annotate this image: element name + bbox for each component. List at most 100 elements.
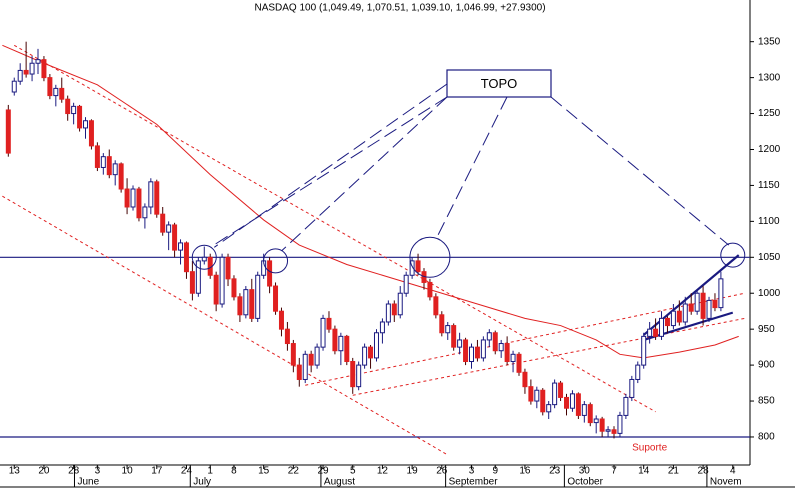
candle-body (362, 346, 368, 366)
topo-connector (213, 83, 448, 248)
x-tick-label: 10 (122, 466, 134, 477)
candle-body (403, 274, 409, 294)
candle-body (564, 396, 570, 409)
x-tick-label: 16 (519, 466, 531, 477)
topo-connector (550, 96, 730, 246)
x-tick-label: 3 (469, 466, 475, 477)
candle-body (172, 224, 178, 251)
x-tick-label: 8 (231, 466, 237, 477)
candle-body (379, 321, 385, 334)
candle-body (314, 346, 320, 366)
x-tick-label: 22 (288, 466, 300, 477)
candle-body (474, 346, 480, 359)
x-tick-label: 26 (436, 466, 448, 477)
y-tick-label: 1050 (758, 252, 781, 263)
trendline (352, 317, 745, 396)
candle-body (629, 378, 635, 398)
candle-body (653, 328, 659, 337)
candle-body (201, 256, 207, 262)
trendline (643, 311, 734, 341)
candle-body (368, 346, 374, 359)
candle-body (88, 120, 94, 147)
candle-body (41, 59, 47, 79)
moving-average (2, 44, 739, 359)
candle-body (635, 364, 641, 380)
y-tick-label: 1350 (758, 36, 781, 47)
month-label: August (324, 477, 355, 488)
x-tick-label: 30 (579, 466, 591, 477)
top-marker (263, 248, 289, 274)
candle-body (700, 292, 706, 319)
candle-body (273, 285, 279, 312)
candle-body (682, 303, 688, 323)
x-tick-label: 21 (668, 466, 680, 477)
top-marker (720, 242, 746, 268)
candle-body (154, 181, 160, 215)
candle-body (106, 156, 112, 176)
x-tick-label: 12 (377, 466, 389, 477)
x-tick-label: 23 (549, 466, 561, 477)
candle-body (124, 188, 130, 208)
x-tick-label: 17 (151, 466, 163, 477)
candle-body (160, 213, 166, 233)
candle-body (480, 339, 486, 359)
candle-body (522, 371, 528, 388)
candle-body (344, 335, 350, 363)
y-tick-label: 1150 (758, 180, 780, 191)
candle-body (552, 382, 558, 406)
y-tick-label: 800 (758, 432, 775, 443)
candle-body (587, 404, 593, 424)
candle-body (243, 289, 249, 316)
candle-body (433, 296, 439, 316)
candle-body (647, 328, 653, 337)
candle-body (409, 260, 415, 276)
month-label: July (193, 477, 211, 488)
candle-body (546, 404, 552, 413)
candle-body (504, 343, 510, 363)
x-tick-label: 20 (38, 466, 50, 477)
candle-body (166, 224, 172, 233)
y-tick-label: 1100 (758, 216, 780, 227)
candle-body (237, 296, 243, 316)
trendline (305, 292, 745, 386)
y-tick-label: 950 (758, 324, 775, 335)
candle-body (267, 260, 273, 287)
candle-body (718, 278, 724, 309)
chart-title: NASDAQ 100 (1,049.49, 1,070.51, 1,039.10… (254, 3, 545, 14)
candle-body (712, 299, 718, 309)
candle-body (486, 332, 492, 341)
candle-body (350, 361, 356, 388)
x-tick-label: 7 (611, 466, 617, 477)
topo-connector (281, 96, 448, 252)
x-tick-label: 4 (730, 466, 736, 477)
candle-body (415, 260, 421, 273)
candle-body (356, 364, 362, 388)
x-tick-label: 5 (350, 466, 356, 477)
candle-body (397, 292, 403, 316)
topo-box (446, 69, 552, 98)
x-tick-label: 24 (181, 466, 193, 477)
candle-body (581, 404, 587, 416)
candle-body (118, 163, 124, 190)
candle-body (142, 206, 148, 219)
candle-body (439, 314, 445, 334)
x-tick-label: 3 (95, 466, 101, 477)
candle-body (338, 335, 344, 352)
candle-body (249, 289, 255, 319)
candle-body (65, 98, 71, 115)
month-label: Novem (710, 477, 742, 488)
trendline (14, 44, 656, 413)
candle-body (676, 310, 682, 323)
top-marker (409, 236, 451, 278)
support-label: Suporte (632, 442, 667, 453)
y-tick-label: 850 (758, 396, 775, 407)
x-tick-label: 13 (9, 466, 21, 477)
candle-body (231, 278, 237, 298)
y-tick-label: 1000 (758, 288, 781, 299)
candle-body (617, 414, 623, 434)
x-tick-label: 9 (492, 466, 498, 477)
candle-body (332, 328, 338, 352)
candle-body (178, 242, 184, 251)
candle-body (593, 418, 599, 424)
